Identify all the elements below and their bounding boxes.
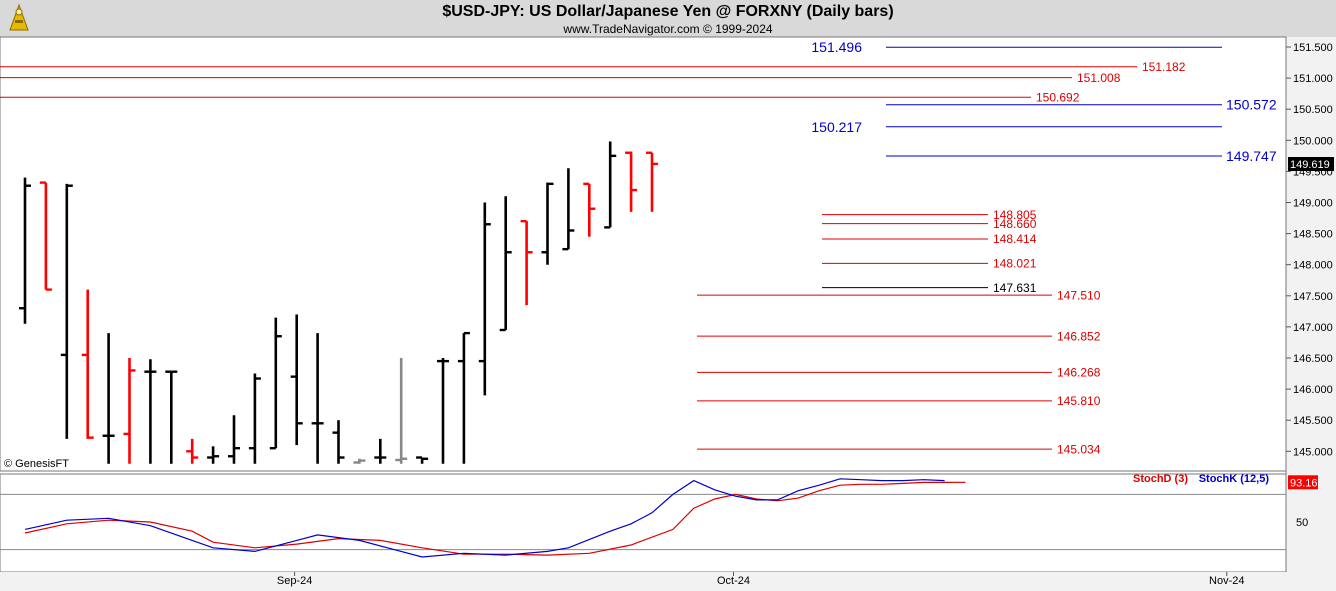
level-label-148.414: 148.414 <box>993 232 1037 246</box>
ohlc-bar <box>374 438 387 464</box>
price-tick-label: 146.500 <box>1293 353 1333 365</box>
genesis-logo-icon <box>9 3 29 31</box>
chart-title: $USD-JPY: US Dollar/Japanese Yen @ FORXN… <box>442 3 894 20</box>
ohlc-bar <box>207 446 220 464</box>
ohlc-bar <box>248 373 261 464</box>
price-tick-label: 150.000 <box>1293 135 1333 147</box>
stoch-panel <box>0 473 1287 573</box>
price-axis-strip <box>1286 37 1336 591</box>
ohlc-bar <box>353 458 366 464</box>
ohlc-bar <box>395 358 408 464</box>
price-tick-label: 145.000 <box>1293 446 1333 458</box>
level-label-148.805: 148.805 <box>993 208 1037 222</box>
level-label-151.496: 151.496 <box>811 39 862 55</box>
price-tick-label: 148.500 <box>1293 229 1333 241</box>
legend-stochd: StochD (3) <box>1133 473 1188 485</box>
level-label-148.021: 148.021 <box>993 257 1037 271</box>
level-label-150.572: 150.572 <box>1226 97 1277 113</box>
level-label-146.268: 146.268 <box>1057 366 1101 380</box>
ohlc-bar <box>228 415 240 464</box>
data-credit: © GenesisFT <box>4 458 69 470</box>
stoch-last-label: 93.16 <box>1290 477 1318 489</box>
chart-header: $USD-JPY: US Dollar/Japanese Yen @ FORXN… <box>0 0 1336 37</box>
level-label-150.692: 150.692 <box>1036 91 1080 105</box>
stoch-series-line <box>24 478 945 558</box>
ohlc-bar <box>541 182 554 265</box>
ohlc-bar <box>478 202 491 396</box>
price-tick-label: 146.000 <box>1293 384 1333 396</box>
ohlc-bar <box>186 438 199 464</box>
ohlc-bar <box>144 359 157 464</box>
ohlc-bar <box>416 456 429 464</box>
ohlc-bar <box>123 358 136 464</box>
ohlc-bar <box>604 141 617 229</box>
ohlc-bar <box>269 317 282 450</box>
stoch-tick-label: 50 <box>1296 517 1308 529</box>
chart-subtitle: www.TradeNavigator.com © 1999-2024 <box>563 22 773 36</box>
ohlc-bar <box>646 151 658 212</box>
ohlc-bar <box>311 333 324 464</box>
price-tick-label: 145.500 <box>1293 415 1333 427</box>
ohlc-bar <box>60 183 73 439</box>
level-label-145.810: 145.810 <box>1057 394 1101 408</box>
price-tick-label: 148.000 <box>1293 260 1333 272</box>
stoch-series-line <box>24 481 966 556</box>
stoch-last-box <box>1288 475 1318 490</box>
level-label-151.182: 151.182 <box>1142 60 1186 74</box>
level-label-151.008: 151.008 <box>1077 71 1121 85</box>
price-tick-label: 147.500 <box>1293 291 1333 303</box>
ohlc-bar <box>457 331 470 464</box>
ohlc-bar <box>437 358 449 464</box>
ohlc-bar <box>562 168 575 251</box>
last-price-label: 149.619 <box>1290 159 1330 171</box>
ohlc-bar <box>165 370 178 464</box>
ohlc-bar <box>499 196 512 332</box>
price-panel <box>0 36 1287 472</box>
time-tick-label: Sep-24 <box>277 575 312 587</box>
price-tick-label: 151.500 <box>1293 42 1333 54</box>
time-tick-label: Nov-24 <box>1209 575 1244 587</box>
last-price-box <box>1288 156 1334 171</box>
level-label-148.660: 148.660 <box>993 217 1037 231</box>
ohlc-bar <box>81 289 94 439</box>
price-tick-label: 151.000 <box>1293 73 1333 85</box>
level-label-146.852: 146.852 <box>1057 329 1101 343</box>
time-axis-strip <box>0 572 1336 591</box>
level-label-149.747: 149.747 <box>1226 148 1277 164</box>
ohlc-bar <box>625 151 638 212</box>
level-label-145.034: 145.034 <box>1057 442 1101 456</box>
ohlc-bar <box>520 219 533 306</box>
price-tick-label: 147.000 <box>1293 322 1333 334</box>
ohlc-bar <box>290 314 303 446</box>
legend-stochk: StochK (12,5) <box>1199 473 1270 485</box>
level-label-150.217: 150.217 <box>811 119 862 135</box>
ohlc-bar <box>583 182 596 237</box>
level-label-147.631: 147.631 <box>993 281 1037 295</box>
ohlc-bar <box>19 177 31 324</box>
time-tick-label: Oct-24 <box>717 575 750 587</box>
ohlc-bar <box>102 333 115 464</box>
ohlc-bar <box>332 420 345 464</box>
ohlc-bar <box>39 181 52 291</box>
level-label-147.510: 147.510 <box>1057 288 1101 302</box>
price-tick-label: 150.500 <box>1293 104 1333 116</box>
price-tick-label: 149.000 <box>1293 198 1333 210</box>
